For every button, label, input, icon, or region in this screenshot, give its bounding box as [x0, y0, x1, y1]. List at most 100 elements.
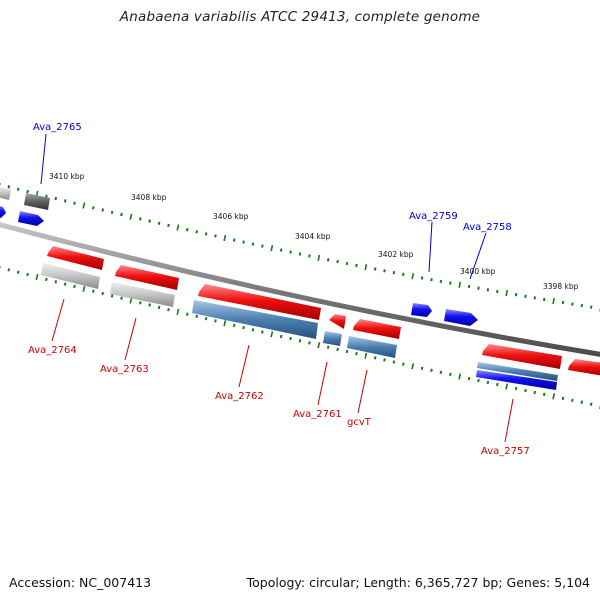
major-tick	[270, 331, 274, 338]
minor-tick	[449, 372, 452, 377]
gene-arrow[interactable]	[568, 359, 600, 376]
minor-tick	[138, 217, 142, 221]
minor-tick	[345, 261, 349, 266]
minor-tick	[308, 254, 311, 258]
gene-arrow[interactable]	[47, 246, 104, 270]
gene-arrow[interactable]	[323, 331, 342, 346]
gene-label[interactable]: Ava_2764	[28, 345, 77, 356]
gene-labels: Ava_2765 Ava_2759 Ava_2758 Ava_2764 Ava_…	[28, 122, 530, 457]
minor-tick	[204, 317, 208, 321]
gene-label[interactable]: Ava_2765	[33, 122, 82, 133]
gene-label[interactable]: Ava_2761	[293, 409, 342, 420]
major-tick	[411, 273, 415, 280]
major-tick	[223, 320, 227, 327]
gene-arrow[interactable]	[329, 314, 346, 329]
tick-label: 3402 kbp	[378, 250, 414, 259]
major-tick	[176, 308, 180, 316]
minor-tick	[251, 242, 255, 246]
leader-line	[469, 232, 487, 280]
gene-arrow[interactable]	[110, 282, 175, 307]
minor-tick	[16, 187, 20, 191]
minor-tick	[561, 396, 565, 401]
minor-tick	[524, 388, 527, 393]
minor-tick	[355, 351, 358, 356]
gene-arrow[interactable]	[347, 336, 397, 358]
minor-tick	[242, 240, 245, 244]
gene-arrow[interactable]	[444, 309, 478, 326]
minor-tick	[7, 185, 11, 189]
major-tick	[505, 383, 509, 390]
minor-tick	[580, 303, 584, 308]
minor-tick	[73, 284, 76, 289]
minor-tick	[439, 370, 443, 375]
gene-arrow[interactable]	[477, 362, 558, 381]
gene-arrow[interactable]	[115, 265, 179, 290]
major-tick	[82, 202, 86, 209]
gene-label[interactable]: gcvT	[347, 417, 372, 428]
minor-tick	[148, 303, 152, 307]
minor-tick	[63, 199, 67, 203]
gene-arrow[interactable]	[353, 319, 401, 339]
gene-arrow[interactable]	[476, 370, 557, 390]
major-tick	[82, 285, 86, 293]
gene-label[interactable]: Ava_2763	[100, 364, 149, 375]
minor-tick	[289, 336, 292, 341]
gene-label[interactable]: Ava_2759	[409, 211, 458, 222]
minor-tick	[110, 294, 114, 298]
minor-tick	[242, 325, 245, 330]
gene-arrow[interactable]	[18, 211, 44, 226]
minor-tick	[91, 206, 95, 210]
minor-tick	[91, 289, 95, 293]
minor-tick	[383, 269, 386, 273]
tick-labels: 3410 kbp 3408 kbp 3406 kbp 3404 kbp 3402…	[49, 172, 579, 291]
minor-tick	[589, 402, 593, 406]
minor-tick	[589, 305, 593, 309]
minor-tick	[120, 212, 123, 217]
leader-line	[40, 133, 47, 185]
gene-arrow[interactable]	[0, 205, 6, 218]
major-tick	[505, 290, 508, 297]
minor-tick	[214, 319, 217, 323]
minor-tick	[533, 296, 537, 300]
map-title: Anabaena variabilis ATCC 29413, complete…	[119, 9, 481, 25]
leader-line	[357, 369, 368, 414]
minor-tick	[467, 376, 471, 381]
minor-tick	[185, 312, 189, 316]
gene-label[interactable]: Ava_2757	[481, 446, 530, 457]
minor-tick	[420, 366, 424, 370]
minor-tick	[326, 258, 330, 262]
major-tick	[35, 273, 39, 281]
gene-arrow[interactable]	[198, 284, 321, 320]
minor-tick	[542, 297, 546, 302]
genome-backbone	[0, 222, 600, 357]
gene-arrow[interactable]	[411, 303, 432, 317]
minor-tick	[345, 349, 349, 354]
minor-tick	[571, 398, 574, 402]
minor-tick	[101, 291, 105, 296]
major-tick	[458, 373, 462, 380]
minor-tick	[16, 270, 20, 274]
major-tick	[552, 393, 555, 400]
minor-tick	[542, 392, 546, 397]
minor-tick	[496, 382, 499, 387]
gene-arrow[interactable]	[192, 300, 318, 339]
gene-arrow[interactable]	[41, 263, 100, 289]
major-tick	[364, 264, 368, 271]
gene-arrow[interactable]	[24, 193, 50, 210]
gene-label[interactable]: Ava_2758	[463, 222, 512, 233]
tick-dots-outer	[0, 182, 600, 312]
minor-tick	[195, 314, 199, 319]
major-tick	[317, 254, 321, 261]
gene-label[interactable]: Ava_2762	[215, 391, 264, 402]
minor-tick	[232, 238, 236, 242]
minor-tick	[401, 362, 405, 366]
minor-tick	[232, 323, 236, 328]
gene-arrow[interactable]	[482, 344, 562, 369]
minor-tick	[383, 358, 386, 362]
gene-arrow[interactable]	[0, 186, 11, 200]
minor-tick	[214, 234, 217, 238]
minor-tick	[0, 182, 1, 187]
major-tick	[176, 224, 180, 231]
minor-tick	[392, 271, 396, 275]
